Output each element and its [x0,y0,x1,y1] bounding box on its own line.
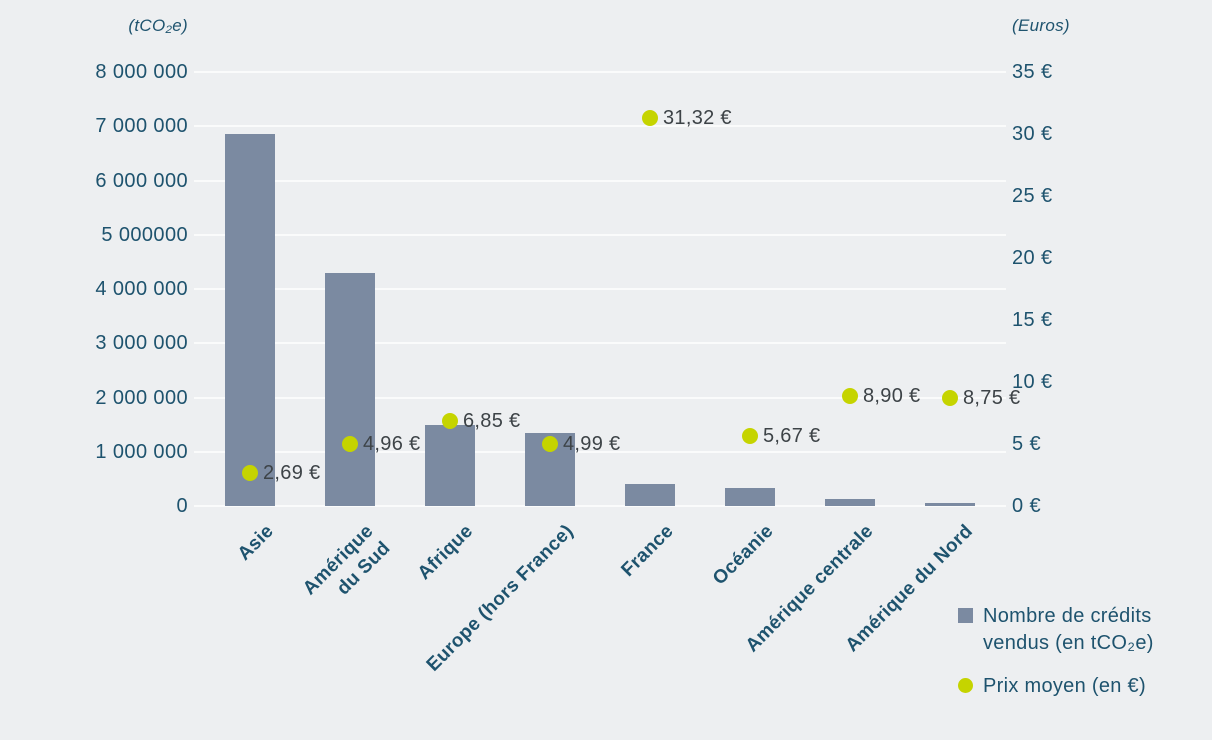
left-axis-tick-label: 5 000000 [101,223,188,246]
price-value-label: 8,75 € [963,386,1021,409]
category-label: Océanie [708,520,778,590]
price-dot [842,387,858,404]
left-axis-tick-label: 0 [176,495,188,517]
left-axis-tick-label: 1 000 000 [95,440,188,463]
legend: Nombre de crédits vendus (en tCO₂e) Prix… [958,603,1198,716]
gridline [194,288,1006,290]
right-axis-tick-label: 35 € [1012,61,1053,83]
right-axis-tick-label: 30 € [1012,123,1053,145]
price-value-label: 4,99 € [563,433,621,456]
bar-series-legend-label: Nombre de crédits vendus (en tCO₂e) [983,605,1154,654]
right-axis-tick-label: 0 € [1012,495,1042,517]
right-axis-tick-label: 20 € [1012,247,1053,269]
category-label: Afrique [414,520,478,585]
bar [925,503,975,506]
gridline [194,505,1006,507]
bar [325,272,375,506]
price-value-label: 2,69 € [263,461,321,484]
bar [425,424,475,506]
bar [625,484,675,506]
left-axis-tick-label: 3 000 000 [95,332,188,355]
left-axis-tick-label: 2 000 000 [95,386,188,409]
dot-series-legend-label: Prix moyen (en €) [983,675,1146,697]
gridline [194,342,1006,345]
price-value-label: 4,96 € [363,433,421,456]
right-axis-title: (Euros) [1012,16,1070,35]
category-label: France [617,520,678,581]
legend-item-bar-series: Nombre de crédits vendus (en tCO₂e) [958,603,1198,657]
price-dot [942,389,958,406]
right-axis-tick-label: 15 € [1012,309,1053,331]
bar [825,499,875,506]
price-value-label: 5,67 € [763,424,821,447]
category-label: Amérique du Sud [299,520,395,600]
dot-series-marker-icon [958,678,973,693]
price-value-label: 8,90 € [863,384,921,407]
price-dot [642,109,658,126]
price-value-label: 31,32 € [663,106,732,129]
left-axis-tick-label: 7 000 000 [95,115,188,138]
price-dot [542,436,558,453]
bar [225,134,275,506]
price-dot [342,436,358,453]
bar [725,488,775,506]
gridline [194,179,1006,182]
price-dot [242,464,258,481]
price-dot [742,427,758,444]
bar-series-marker-icon [958,608,973,623]
gridline [194,450,1006,453]
category-label: Asie [233,520,278,565]
left-axis-title: (tCO₂e) [128,16,188,35]
right-axis-tick-label: 25 € [1012,185,1053,207]
right-axis-tick-label: 10 € [1012,371,1053,393]
gridline [194,125,1006,128]
left-axis-tick-label: 6 000 000 [95,169,188,192]
left-axis-tick-label: 4 000 000 [95,278,188,300]
left-axis-tick-label: 8 000 000 [95,61,188,83]
gridline [194,233,1006,236]
price-dot [442,413,458,430]
legend-item-dot-series: Prix moyen (en €) [958,673,1198,700]
right-axis-tick-label: 5 € [1012,433,1042,455]
price-value-label: 6,85 € [463,410,521,433]
gridline [194,396,1006,399]
gridline [194,71,1006,73]
